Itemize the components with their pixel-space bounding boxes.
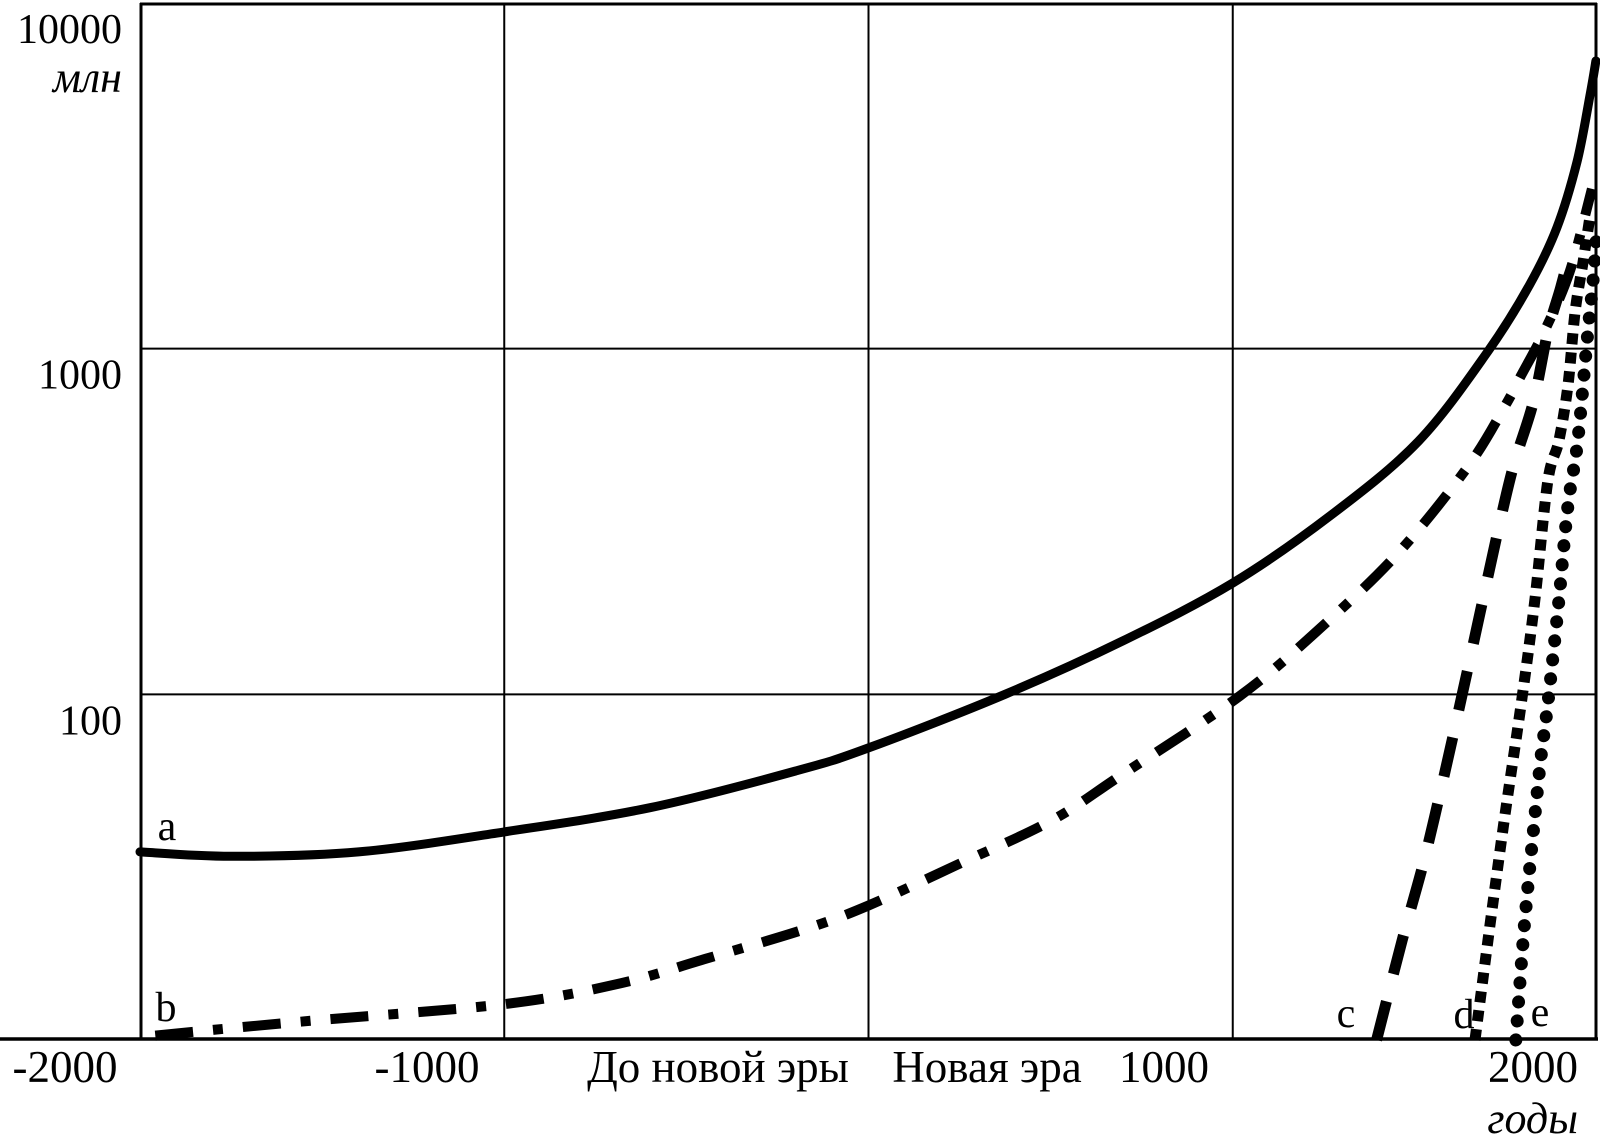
y-tick-label-1: 1000 [38, 353, 122, 399]
curve-label-e: e [1531, 990, 1550, 1036]
y-axis-unit-label: млн [51, 53, 122, 102]
x-axis-unit-label: годы [1487, 1094, 1578, 1138]
x-tick-label-4: 1000 [1119, 1042, 1209, 1092]
curve-label-b: b [156, 985, 177, 1031]
curve-label-d: d [1454, 992, 1475, 1038]
curve-c [1371, 250, 1576, 1042]
curve-label-c: c [1337, 991, 1356, 1037]
series-letter-labels: a b c d e [156, 804, 1550, 1038]
x-tick-label-1: -1000 [375, 1042, 480, 1092]
curve-d [1469, 215, 1596, 1041]
y-tick-label-0: 10000 [17, 7, 122, 53]
curve-b [154, 187, 1597, 1041]
x-tick-label-2: До новой эры [587, 1042, 849, 1092]
curve-e [1509, 228, 1600, 1047]
x-tick-label-3: Новая эра [892, 1042, 1081, 1092]
axis-tick-labels: -2000 -1000 До новой эры Новая эра 1000 2000 1… [13, 7, 1579, 1092]
grid-lines [0, 2, 1598, 1041]
curve-a [135, 56, 1600, 861]
y-tick-label-2: 100 [59, 698, 122, 744]
x-tick-label-5: 2000 [1488, 1042, 1578, 1092]
curve-label-a: a [158, 804, 177, 850]
x-tick-label-0: -2000 [13, 1042, 118, 1092]
series-curves [135, 56, 1600, 1047]
